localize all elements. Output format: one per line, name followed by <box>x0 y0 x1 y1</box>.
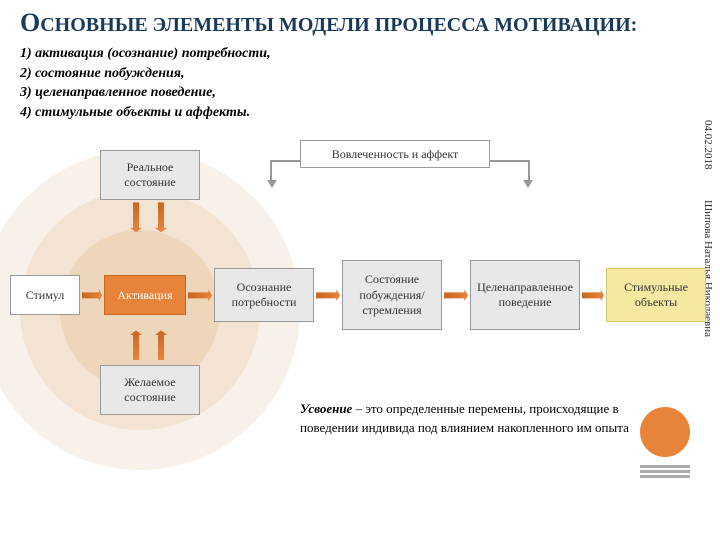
box-label: Осознание потребности <box>225 280 303 311</box>
arrow-right <box>316 289 340 301</box>
list-item: 2) состояние побуждения, <box>20 64 700 84</box>
deco-circle-group <box>640 407 690 480</box>
deco-line <box>640 470 690 473</box>
diagram-area: Вовлеченность и аффект Реальное состояни… <box>0 130 720 510</box>
numbered-list: 1) активация (осознание) потребности, 2)… <box>0 42 720 130</box>
list-item: 1) активация (осознание) потребности, <box>20 44 700 64</box>
page-title: ОСНОВНЫЕ ЭЛЕМЕНТЫ МОДЕЛИ ПРОЦЕССА МОТИВА… <box>0 0 720 42</box>
box-label: Активация <box>117 288 172 304</box>
deco-line <box>640 475 690 478</box>
box-label: Вовлеченность и аффект <box>332 147 459 163</box>
box-label: Реальное состояние <box>111 160 189 191</box>
title-cap: О <box>20 8 40 37</box>
deco-circle <box>640 407 690 457</box>
title-rest: СНОВНЫЕ ЭЛЕМЕНТЫ МОДЕЛИ ПРОЦЕССА МОТИВАЦ… <box>40 14 637 36</box>
box-label: Целенаправленное поведение <box>477 280 573 311</box>
box-label: Желаемое состояние <box>111 375 189 406</box>
box-label: Стимульные объекты <box>617 280 695 311</box>
desired-state-box: Желаемое состояние <box>100 365 200 415</box>
list-item: 4) стимульные объекты и аффекты. <box>20 103 700 123</box>
deco-line <box>640 465 690 468</box>
objects-box: Стимульные объекты <box>606 268 706 322</box>
real-state-box: Реальное состояние <box>100 150 200 200</box>
definition-term: Усвоение <box>300 401 352 416</box>
awareness-box: Осознание потребности <box>214 268 314 322</box>
arrow-right <box>582 289 604 301</box>
arousal-box: Состояние побуждения/ стремления <box>342 260 442 330</box>
box-label: Состояние побуждения/ стремления <box>353 272 431 319</box>
arrow-head <box>267 180 277 188</box>
arrow-head <box>523 180 533 188</box>
involvement-box: Вовлеченность и аффект <box>300 140 490 168</box>
behavior-box: Целенаправленное поведение <box>470 260 580 330</box>
definition-text: Усвоение – это определенные перемены, пр… <box>300 400 680 436</box>
stimulus-box: Стимул <box>10 275 80 315</box>
activation-box: Активация <box>104 275 186 315</box>
arrow-right <box>444 289 468 301</box>
list-item: 3) целенаправленное поведение, <box>20 83 700 103</box>
box-label: Стимул <box>26 288 65 304</box>
